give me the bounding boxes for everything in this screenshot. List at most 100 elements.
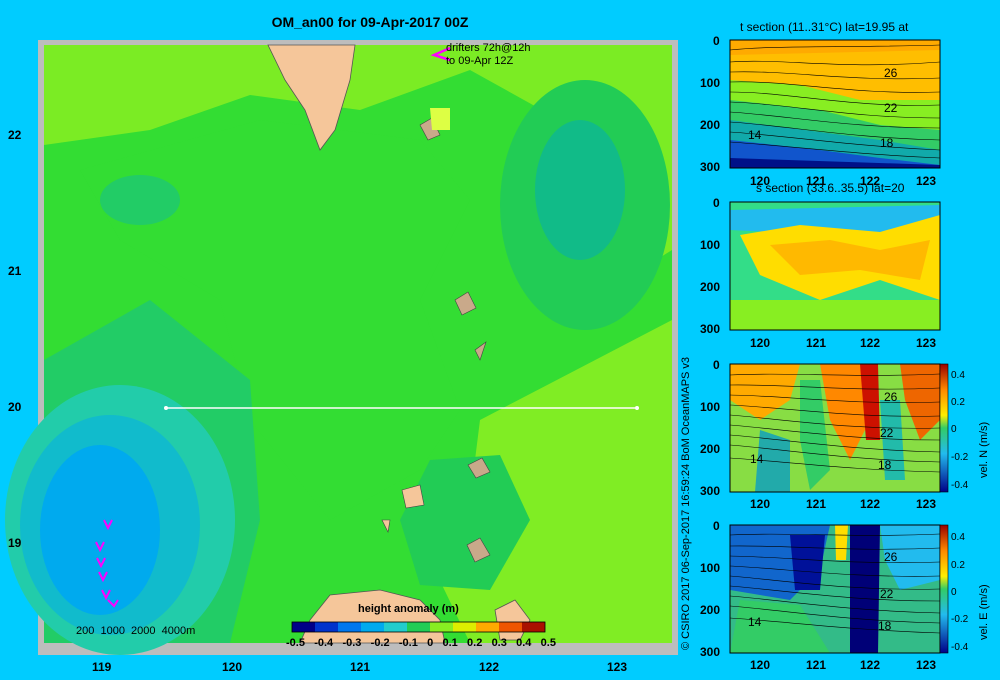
island-6 <box>401 484 425 509</box>
drifter-legend-line1: drifters 72h@12h <box>446 42 531 54</box>
panel-lon-tick: 122 <box>860 174 881 188</box>
contour-label: 14 <box>748 615 762 629</box>
anomaly-patch-nw <box>100 175 180 225</box>
panel-lon-tick: 120 <box>750 174 771 188</box>
anomaly-patch-south <box>400 455 530 590</box>
colorbar-tick: -0.2 <box>370 637 390 649</box>
contour-label: 14 <box>750 452 764 466</box>
lon-tick-123: 123 <box>607 660 628 674</box>
depth-tick: 100 <box>700 238 721 252</box>
vel-tick: 0.2 <box>951 397 965 408</box>
panel-lon-tick: 120 <box>750 497 771 511</box>
s-section-panel <box>729 201 941 331</box>
lon-tick-119: 119 <box>92 660 112 674</box>
section-end-marker <box>635 406 639 410</box>
depth-tick: 200 <box>700 280 721 294</box>
contour-label: 14 <box>748 128 762 142</box>
contour-label: 18 <box>878 458 892 472</box>
panel-lon-tick: 123 <box>916 497 937 511</box>
depth-tick: 0 <box>713 519 720 533</box>
vel-tick: 0.4 <box>951 370 965 381</box>
island-3 <box>454 291 477 316</box>
panel-lon-tick: 121 <box>806 174 827 188</box>
panel-lon-tick: 121 <box>806 497 827 511</box>
panel-lon-tick: 122 <box>860 336 881 350</box>
panel-lon-tick: 122 <box>860 658 881 672</box>
colorbar-tick: 0.3 <box>491 637 507 649</box>
colorbar-title: height anomaly (m) <box>358 603 459 615</box>
lat-tick-22: 22 <box>8 128 22 142</box>
lon-tick-120: 120 <box>222 660 243 674</box>
vel-tick: -0.2 <box>951 452 969 463</box>
island-4 <box>474 341 487 361</box>
colorbar-tick: 0 <box>427 637 434 649</box>
island-7 <box>466 537 491 563</box>
colorbar-tick: 0.4 <box>516 637 532 649</box>
t-section-title: t section (11..31°C) lat=19.95 at <box>740 20 909 34</box>
lon-tick-122: 122 <box>479 660 500 674</box>
depth-legend: 200 1000 2000 4000m <box>76 625 196 637</box>
colorbar <box>291 621 546 633</box>
contour-label: 26 <box>884 390 898 404</box>
depth-tick: 100 <box>700 400 721 414</box>
island-1 <box>419 117 441 141</box>
depth-tick: 0 <box>713 358 720 372</box>
depth-tick: 0 <box>713 34 720 48</box>
depth-tick: 300 <box>700 645 721 659</box>
island-8 <box>381 519 391 533</box>
map-title: OM_an00 for 09-Apr-2017 00Z <box>271 14 469 30</box>
contour-label: 22 <box>884 101 898 115</box>
depth-tick: 200 <box>700 442 721 456</box>
drifter-legend-arrow <box>430 46 451 62</box>
vel-tick: 0 <box>951 424 957 435</box>
lon-tick-121: 121 <box>350 660 371 674</box>
colorbar-tick: -0.4 <box>314 637 334 649</box>
panel-lon-tick: 122 <box>860 497 881 511</box>
vel-e-label: vel. E (m/s) <box>978 584 990 640</box>
contour-label: 26 <box>884 550 898 564</box>
panel-lon-tick: 121 <box>806 336 827 350</box>
depth-tick: 100 <box>700 561 721 575</box>
depth-tick: 300 <box>700 484 721 498</box>
colorbar-tick: 0.1 <box>442 637 458 649</box>
vel-tick: -0.4 <box>951 480 969 491</box>
colorbar-tick: -0.1 <box>398 637 418 649</box>
lat-tick-19: 19 <box>8 536 22 550</box>
colorbar-tick: 0.5 <box>540 637 556 649</box>
panel-lon-tick: 120 <box>750 336 771 350</box>
depth-tick: 0 <box>713 196 720 210</box>
colorbar-tick: -0.5 <box>286 637 305 649</box>
t-section-panel <box>729 39 941 169</box>
vel-tick: 0 <box>951 587 957 598</box>
contour-label: 22 <box>880 587 894 601</box>
eddy-east-inner <box>535 120 625 260</box>
panel-lon-tick: 123 <box>916 174 937 188</box>
island-2 <box>430 108 450 130</box>
depth-tick: 100 <box>700 76 721 90</box>
anomaly-light-region <box>44 45 672 270</box>
vel-n-panel <box>729 363 949 493</box>
lat-tick-21: 21 <box>8 264 22 278</box>
contour-label: 18 <box>880 136 894 150</box>
contour-label: 26 <box>884 66 898 80</box>
depth-tick: 300 <box>700 322 721 336</box>
drifter-tracks <box>95 519 119 608</box>
vel-tick: 0.4 <box>951 532 965 543</box>
drifter-legend-line2: to 09-Apr 12Z <box>446 55 514 67</box>
depth-tick: 200 <box>700 118 721 132</box>
s-section-title: s section (33.6..35.5) lat=20 <box>756 181 905 195</box>
eddy-west-core <box>40 445 160 615</box>
lat-tick-20: 20 <box>8 400 22 414</box>
panel-lon-tick: 120 <box>750 658 771 672</box>
contour-label: 18 <box>878 619 892 633</box>
anomaly-mid <box>80 120 470 520</box>
island-5 <box>467 457 491 479</box>
colorbar-tick: 0.2 <box>467 637 483 649</box>
colorbar-ticks: -0.5 -0.4 -0.3 -0.2 -0.1 0 0.1 0.2 0.3 0… <box>286 637 556 649</box>
vel-tick: 0.2 <box>951 560 965 571</box>
colorbar-tick: -0.3 <box>342 637 362 649</box>
land-taiwan <box>267 44 356 151</box>
vel-tick: -0.4 <box>951 642 969 653</box>
